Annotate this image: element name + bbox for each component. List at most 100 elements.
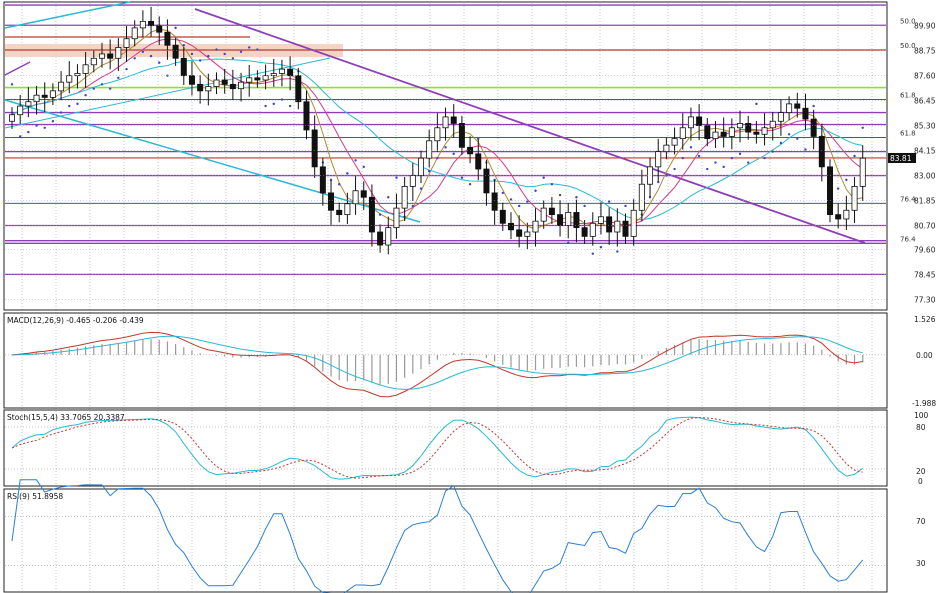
sar-dot bbox=[125, 67, 128, 71]
fib-labels: 50.0 50.0 61.8 61.8 76.4 76.4 bbox=[900, 17, 916, 243]
macd-line bbox=[11, 331, 863, 398]
sar-dot bbox=[427, 170, 431, 173]
sar-dot bbox=[697, 154, 701, 158]
candle-body bbox=[704, 125, 711, 140]
candle-body bbox=[818, 136, 825, 168]
trend-lines bbox=[4, 1, 866, 244]
candle-body bbox=[25, 101, 32, 107]
candle-body bbox=[385, 227, 392, 246]
rsi-title: RSI(9) 51.8958 bbox=[7, 492, 63, 501]
sar-dot bbox=[338, 183, 341, 186]
sar-dot bbox=[812, 104, 815, 108]
candle-body bbox=[548, 207, 555, 216]
candle-body bbox=[115, 47, 122, 59]
sar-dot bbox=[10, 83, 14, 86]
price-marker-text: 83.81 bbox=[890, 154, 912, 163]
sar-dot bbox=[395, 176, 398, 179]
macd-lines bbox=[11, 331, 863, 398]
candle-body bbox=[671, 138, 678, 146]
candle-body bbox=[164, 31, 171, 46]
sar-dot bbox=[648, 196, 652, 199]
channel-line-upper bbox=[4, 1, 131, 29]
stoch-tick-0: 0 bbox=[918, 477, 923, 486]
fib-label: 76.4 bbox=[900, 195, 916, 203]
sar-dot bbox=[550, 183, 554, 186]
candles bbox=[8, 6, 866, 255]
candle-body bbox=[450, 116, 457, 124]
candle-body bbox=[377, 231, 384, 246]
candle-body bbox=[205, 86, 212, 92]
price-tick-label: 83.00 bbox=[914, 172, 936, 181]
candle-body bbox=[581, 227, 588, 237]
candle-body bbox=[352, 190, 359, 205]
sar-dot bbox=[190, 52, 194, 56]
trend-stub bbox=[4, 61, 31, 76]
macd-histogram bbox=[5, 339, 886, 385]
sar-dot bbox=[354, 159, 357, 162]
rsi-tick-30: 30 bbox=[916, 559, 926, 568]
sar-dot bbox=[673, 167, 676, 171]
candle-body bbox=[74, 73, 81, 77]
stochastic-title: Stoch(15,5,4) 33.7065 20.3387 bbox=[7, 413, 125, 422]
sar-dot bbox=[239, 50, 243, 53]
macd-tick-zero: 0.00 bbox=[916, 351, 933, 360]
sar-dot bbox=[182, 44, 185, 47]
rsi-line bbox=[5, 479, 886, 593]
stoch-tick-80: 80 bbox=[916, 423, 926, 432]
candle-body bbox=[246, 77, 253, 83]
sar-dot bbox=[583, 204, 586, 208]
candle-body bbox=[417, 157, 424, 176]
sar-dot bbox=[133, 57, 136, 60]
sar-dot bbox=[616, 250, 619, 253]
sar-dot bbox=[493, 178, 496, 182]
sar-dot bbox=[787, 133, 791, 136]
candle-body bbox=[213, 79, 220, 87]
stochastic-lines bbox=[5, 416, 886, 480]
sar-dot bbox=[501, 191, 504, 195]
sar-dot bbox=[738, 152, 742, 156]
ma-slow bbox=[11, 58, 863, 221]
sar-dot bbox=[542, 176, 545, 179]
rsi-panel: RSI(9) 51.8958 70 30 bbox=[3, 479, 926, 593]
candle-body bbox=[123, 38, 130, 48]
candle-body bbox=[156, 25, 163, 33]
candle-body bbox=[49, 90, 56, 98]
sar-dot bbox=[599, 246, 603, 249]
sar-dot bbox=[68, 104, 71, 108]
sar-dot bbox=[526, 200, 529, 203]
candle-body bbox=[475, 153, 482, 170]
sar-dot bbox=[657, 180, 660, 184]
candle-body bbox=[82, 64, 89, 74]
candle-body bbox=[180, 57, 187, 77]
sar-dot bbox=[18, 135, 22, 138]
price-tick-label: 85.30 bbox=[914, 122, 936, 131]
price-tick-label: 86.45 bbox=[914, 97, 936, 106]
candle-body bbox=[769, 120, 776, 129]
sar-dot bbox=[362, 165, 365, 169]
sar-dot bbox=[836, 187, 840, 190]
sar-dot bbox=[215, 48, 218, 51]
sar-dot bbox=[468, 183, 472, 186]
macd-panel: MACD(12,26,9) -0.465 -0.206 -0.439 1.526… bbox=[3, 312, 936, 409]
candle-body bbox=[777, 112, 784, 122]
candle-body bbox=[426, 140, 433, 159]
candle-body bbox=[254, 77, 261, 81]
candle-body bbox=[238, 81, 245, 90]
candle-body bbox=[270, 73, 277, 77]
sar-dot bbox=[607, 200, 611, 203]
sar-dot bbox=[248, 46, 251, 49]
sar-dot bbox=[624, 204, 627, 208]
candle-body bbox=[368, 196, 375, 233]
candle-body bbox=[107, 53, 114, 59]
sar-dot bbox=[223, 52, 226, 56]
sar-dot bbox=[256, 48, 259, 51]
vertical-grid-lines bbox=[21, 3, 873, 591]
candle-body bbox=[442, 116, 449, 129]
candle-body bbox=[401, 185, 408, 209]
candle-body bbox=[311, 129, 318, 168]
candle-body bbox=[41, 94, 48, 98]
support-line bbox=[4, 57, 331, 129]
fib-label: 61.8 bbox=[900, 92, 916, 100]
candle-body bbox=[851, 185, 858, 211]
candle-body bbox=[172, 44, 179, 59]
